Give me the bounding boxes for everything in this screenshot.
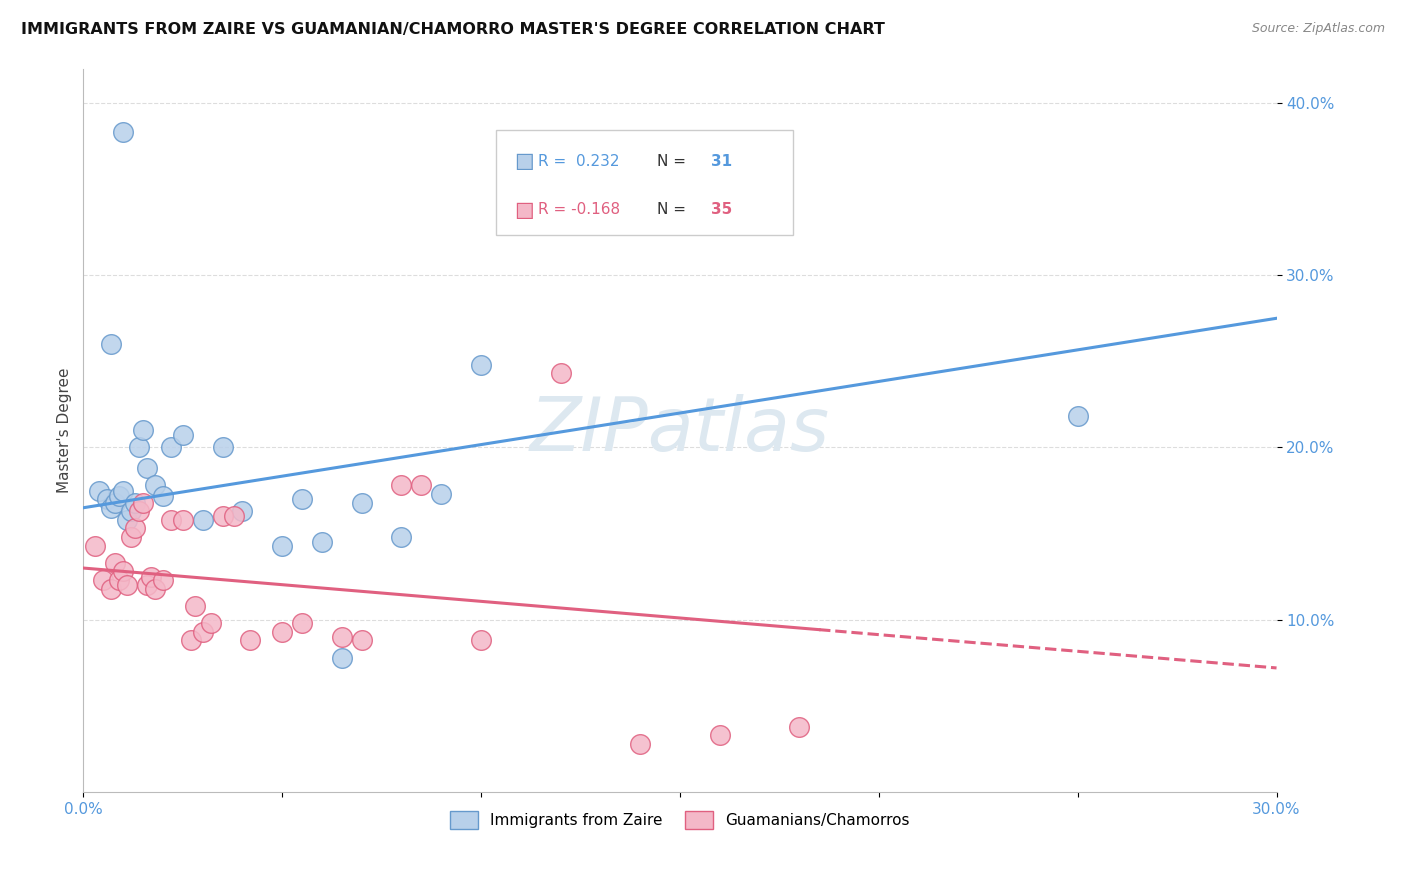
Text: Source: ZipAtlas.com: Source: ZipAtlas.com xyxy=(1251,22,1385,36)
Point xyxy=(172,513,194,527)
Point xyxy=(96,492,118,507)
Point xyxy=(104,556,127,570)
Point xyxy=(231,504,253,518)
Point xyxy=(104,495,127,509)
Point xyxy=(311,535,333,549)
Point xyxy=(152,489,174,503)
Point xyxy=(330,650,353,665)
Point xyxy=(550,367,572,381)
Point xyxy=(128,504,150,518)
Point xyxy=(211,509,233,524)
Point xyxy=(120,530,142,544)
Text: 35: 35 xyxy=(710,202,733,217)
Point xyxy=(172,428,194,442)
Text: ■: ■ xyxy=(515,152,534,171)
Text: 31: 31 xyxy=(710,154,733,169)
Point xyxy=(139,569,162,583)
Point xyxy=(350,633,373,648)
Point xyxy=(115,513,138,527)
Text: ZIPatlas: ZIPatlas xyxy=(530,394,830,467)
Point xyxy=(136,578,159,592)
Text: N =: N = xyxy=(657,154,692,169)
Text: IMMIGRANTS FROM ZAIRE VS GUAMANIAN/CHAMORRO MASTER'S DEGREE CORRELATION CHART: IMMIGRANTS FROM ZAIRE VS GUAMANIAN/CHAMO… xyxy=(21,22,884,37)
Point xyxy=(100,500,122,515)
Point xyxy=(136,461,159,475)
Point xyxy=(183,599,205,613)
Point xyxy=(589,177,612,191)
Point xyxy=(124,521,146,535)
Point xyxy=(470,633,492,648)
Point xyxy=(470,358,492,372)
Text: R =  0.232: R = 0.232 xyxy=(537,154,619,169)
Point xyxy=(411,478,433,492)
Point xyxy=(709,728,731,742)
Point xyxy=(112,565,135,579)
Point xyxy=(124,495,146,509)
Point xyxy=(224,509,246,524)
Point xyxy=(787,719,810,733)
Text: R = -0.168: R = -0.168 xyxy=(537,202,620,217)
Point xyxy=(628,737,651,751)
Point xyxy=(200,616,222,631)
Point xyxy=(239,633,262,648)
Point xyxy=(128,441,150,455)
Y-axis label: Master's Degree: Master's Degree xyxy=(58,368,72,493)
Point xyxy=(291,616,314,631)
Point xyxy=(84,539,107,553)
Text: ■: ■ xyxy=(515,200,534,219)
Point xyxy=(271,539,294,553)
Point xyxy=(100,337,122,351)
Point xyxy=(143,582,166,596)
Text: □: □ xyxy=(515,152,534,171)
Point xyxy=(108,573,131,587)
Point xyxy=(132,423,155,437)
Point xyxy=(1066,409,1088,424)
Point xyxy=(91,573,114,587)
Point xyxy=(391,530,413,544)
Point xyxy=(271,624,294,639)
Point xyxy=(291,492,314,507)
Point xyxy=(180,633,202,648)
Point xyxy=(350,495,373,509)
Point xyxy=(159,513,181,527)
Point xyxy=(391,478,413,492)
Legend: Immigrants from Zaire, Guamanians/Chamorros: Immigrants from Zaire, Guamanians/Chamor… xyxy=(444,805,915,835)
Point xyxy=(115,578,138,592)
Point xyxy=(191,624,214,639)
Point xyxy=(100,582,122,596)
Point xyxy=(430,487,453,501)
Point xyxy=(120,504,142,518)
Point xyxy=(112,483,135,498)
Point xyxy=(112,125,135,139)
Point xyxy=(108,489,131,503)
Point xyxy=(191,513,214,527)
Point xyxy=(211,441,233,455)
Point xyxy=(143,478,166,492)
Point xyxy=(152,573,174,587)
Text: N =: N = xyxy=(657,202,692,217)
Point xyxy=(159,441,181,455)
Point xyxy=(330,630,353,644)
Point xyxy=(132,495,155,509)
Point xyxy=(89,483,111,498)
Text: □: □ xyxy=(515,200,534,219)
